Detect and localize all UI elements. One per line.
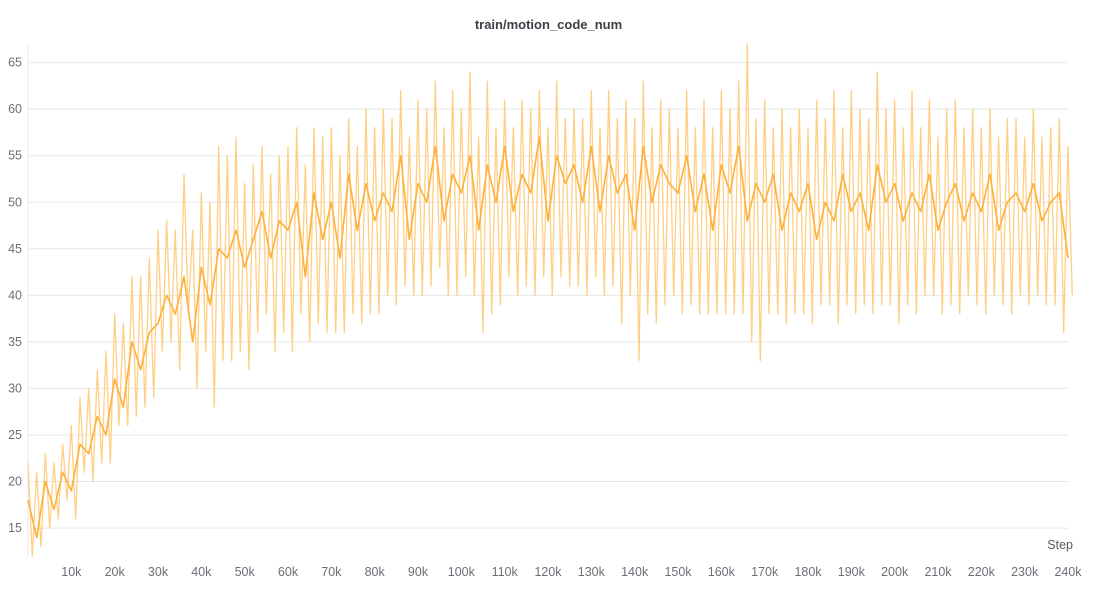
y-tick-label: 15 xyxy=(8,521,22,535)
x-tick-label: 230k xyxy=(1011,565,1039,579)
x-tick-label: 200k xyxy=(881,565,909,579)
x-tick-label: 130k xyxy=(578,565,606,579)
x-tick-label: 180k xyxy=(794,565,822,579)
x-axis-title: Step xyxy=(1047,538,1073,552)
y-tick-label: 40 xyxy=(8,288,22,302)
x-tick-label: 20k xyxy=(105,565,126,579)
x-tick-label: 220k xyxy=(968,565,996,579)
x-tick-label: 90k xyxy=(408,565,429,579)
x-tick-label: 70k xyxy=(321,565,342,579)
x-tick-label: 60k xyxy=(278,565,299,579)
y-tick-label: 65 xyxy=(8,56,22,70)
x-tick-label: 170k xyxy=(751,565,779,579)
x-tick-label: 160k xyxy=(708,565,736,579)
x-tick-label: 80k xyxy=(365,565,386,579)
y-tick-label: 35 xyxy=(8,335,22,349)
x-tick-label: 30k xyxy=(148,565,169,579)
x-tick-label: 190k xyxy=(838,565,866,579)
x-tick-label: 110k xyxy=(492,565,519,579)
y-tick-label: 45 xyxy=(8,242,22,256)
x-tick-label: 120k xyxy=(534,565,562,579)
y-tick-label: 20 xyxy=(8,475,22,489)
x-tick-label: 150k xyxy=(664,565,692,579)
x-tick-label: 140k xyxy=(621,565,649,579)
series-line xyxy=(27,136,1069,539)
y-tick-label: 55 xyxy=(8,149,22,163)
chart-title: train/motion_code_num xyxy=(474,17,623,32)
y-tick-label: 25 xyxy=(8,428,22,442)
x-tick-label: 50k xyxy=(235,565,256,579)
y-tick-label: 50 xyxy=(8,195,22,209)
raw-series-envelope xyxy=(27,43,1073,557)
x-tick-label: 10k xyxy=(61,565,82,579)
x-tick-label: 100k xyxy=(448,565,476,579)
x-tick-label: 40k xyxy=(191,565,212,579)
x-tick-label: 210k xyxy=(924,565,952,579)
y-tick-label: 30 xyxy=(8,381,22,395)
y-tick-label: 60 xyxy=(8,102,22,116)
x-tick-label: 240k xyxy=(1054,565,1082,579)
